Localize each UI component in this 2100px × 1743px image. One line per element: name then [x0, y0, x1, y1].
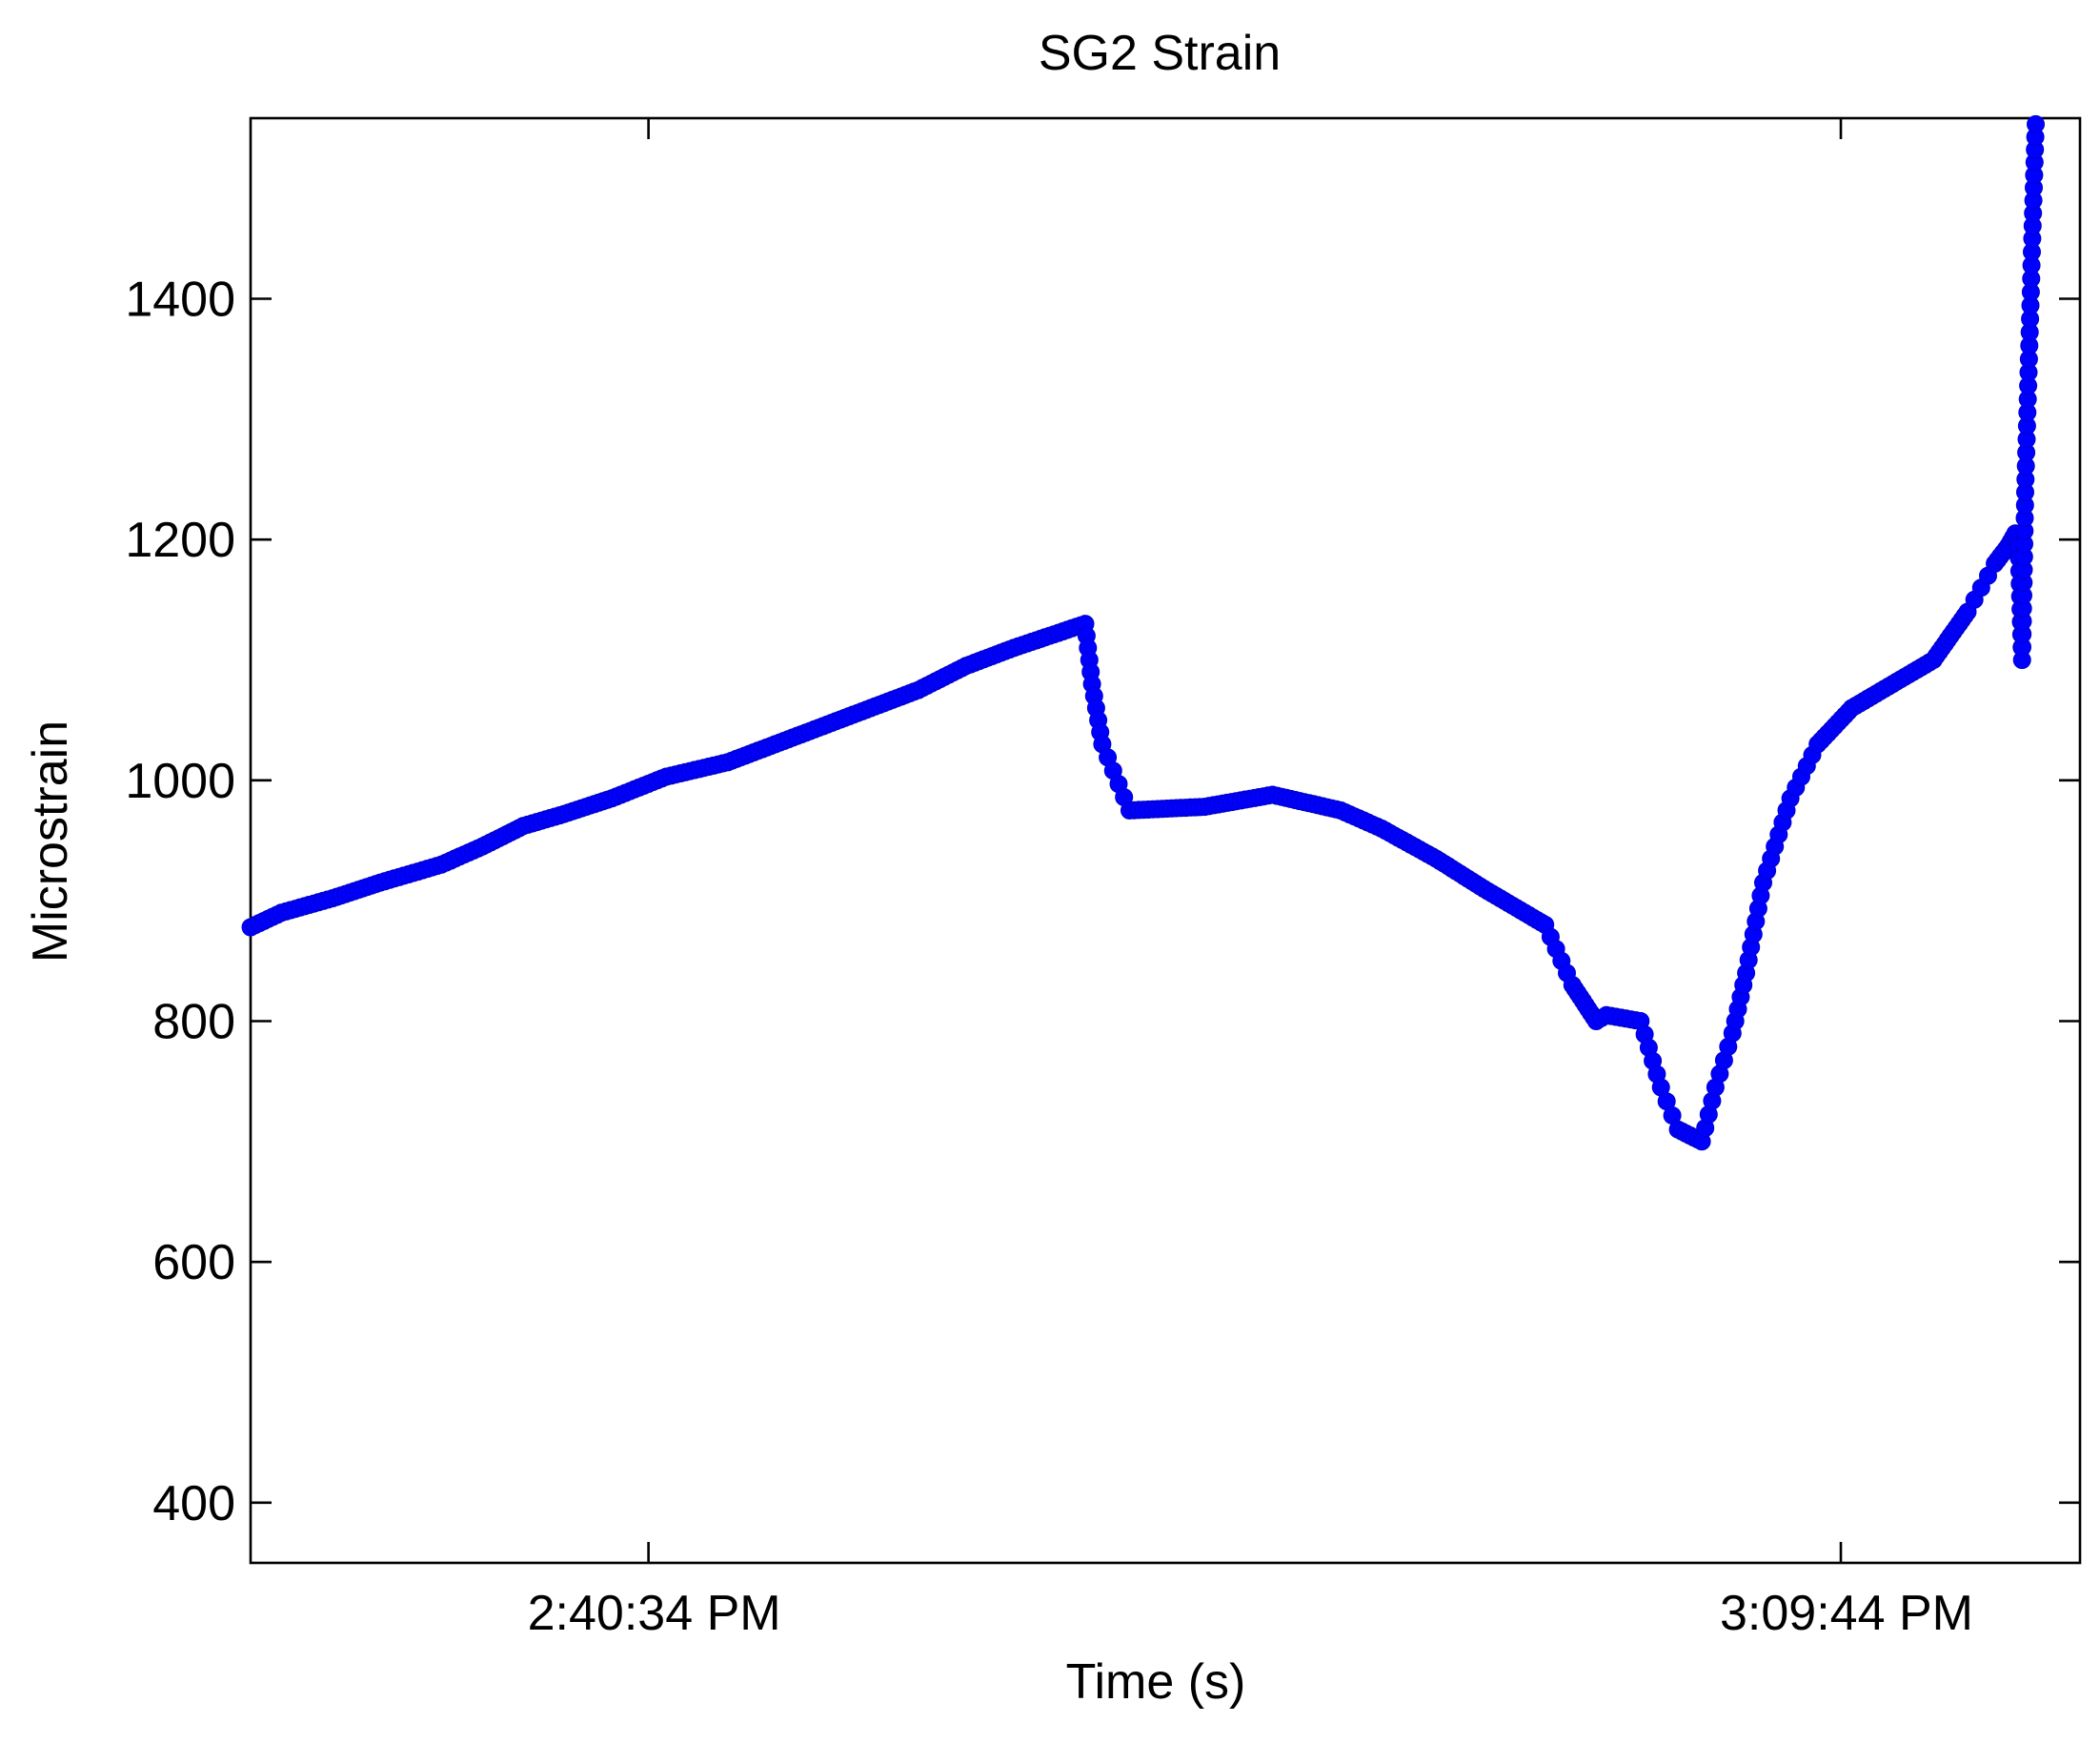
chart-title: SG2 Strain — [1039, 26, 1281, 81]
x-tick-label: 3:09:44 PM — [1720, 1586, 1973, 1641]
y-tick-label: 1400 — [125, 273, 235, 328]
y-tick-label: 800 — [152, 995, 235, 1050]
y-tick-label: 400 — [152, 1476, 235, 1531]
x-axis-label: Time (s) — [1066, 1654, 1246, 1710]
y-tick-label: 600 — [152, 1235, 235, 1290]
data-points — [241, 114, 2046, 1151]
x-tick-label: 2:40:34 PM — [528, 1586, 781, 1641]
y-axis-ticks: 400 600 800 1000 1200 1400 — [125, 273, 2080, 1531]
plot-area — [249, 116, 2082, 1565]
data-point — [2027, 114, 2046, 133]
x-axis-ticks: 2:40:34 PM 3:09:44 PM — [528, 118, 1973, 1641]
y-tick-label: 1000 — [125, 754, 235, 809]
y-tick-label: 1200 — [125, 513, 235, 568]
y-axis-label: Microstrain — [23, 720, 78, 963]
